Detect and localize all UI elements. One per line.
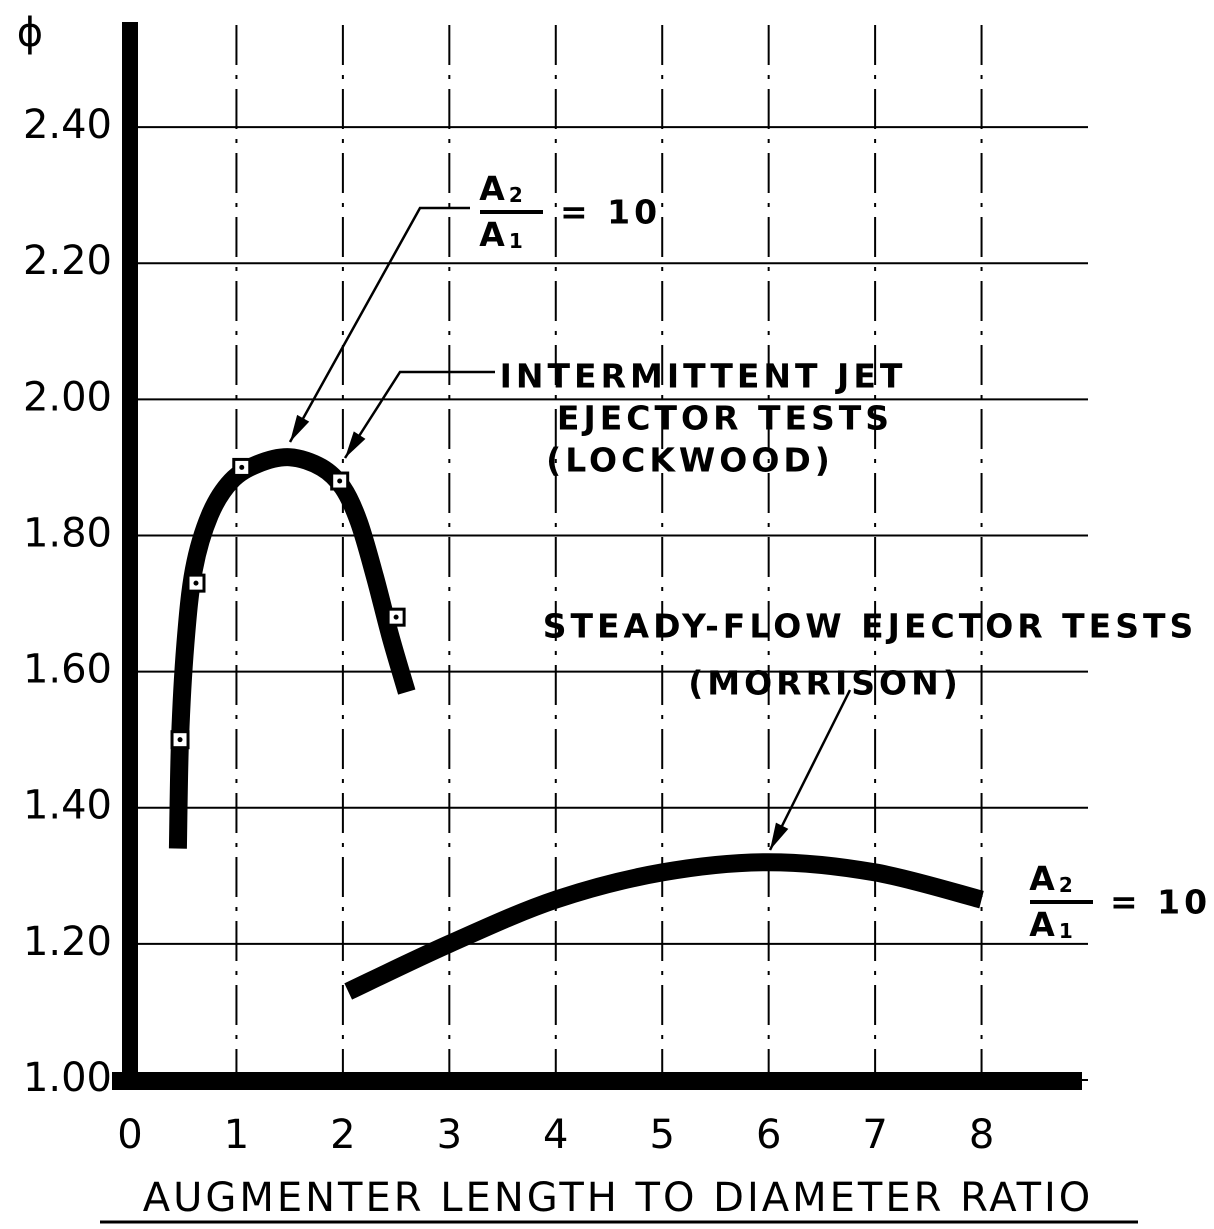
ratio-numerator: A2 — [479, 169, 526, 208]
ratio-symbol: A — [479, 215, 509, 254]
arrowhead — [290, 414, 310, 442]
ratio-subscript: 2 — [509, 183, 527, 207]
x-tick-label: 0 — [117, 1112, 142, 1158]
x-tick-label: 3 — [437, 1112, 462, 1158]
ratio-symbol: A — [479, 169, 509, 208]
ratio-subscript: 1 — [1059, 919, 1077, 943]
arrowhead — [345, 431, 366, 458]
y-tick-label: 2.40 — [23, 102, 112, 148]
x-tick-label: 1 — [224, 1112, 249, 1158]
curve — [344, 853, 984, 1000]
leader-line — [768, 689, 852, 851]
y-tick-label: 2.20 — [23, 238, 112, 284]
ratio-denominator: A1 — [479, 215, 526, 254]
annotation: (LOCKWOOD) — [546, 441, 834, 480]
x-tick-label: 2 — [330, 1112, 355, 1158]
ratio-numerator: A2 — [1029, 859, 1076, 898]
annotation: (MORRISON) — [688, 664, 962, 703]
ratio-subscript: 2 — [1059, 873, 1077, 897]
y-axis-label: ϕ — [17, 10, 43, 56]
x-axis — [112, 1072, 1082, 1090]
annotation: EJECTOR TESTS — [557, 399, 893, 438]
test-point-dot — [239, 464, 245, 470]
leader-line — [288, 206, 470, 443]
y-tick-label: 1.40 — [23, 783, 112, 829]
x-tick-label: 5 — [649, 1112, 674, 1158]
x-tick-label: 7 — [862, 1112, 887, 1158]
test-point-dot — [337, 478, 343, 484]
y-tick-label: 1.60 — [23, 647, 112, 693]
ratio-symbol: A — [1029, 859, 1059, 898]
test-point-dot — [393, 614, 399, 620]
curve — [168, 448, 416, 849]
y-tick-label: 1.00 — [23, 1055, 112, 1101]
ratio-symbol: A — [1029, 905, 1059, 944]
y-axis — [122, 22, 138, 1088]
leader-line — [343, 370, 495, 459]
test-point-dot — [177, 737, 183, 743]
x-tick-label: 6 — [756, 1112, 781, 1158]
y-tick-label: 2.00 — [23, 374, 112, 420]
ratio-value: = 10 — [1110, 883, 1211, 922]
ratio-denominator: A1 — [1029, 905, 1076, 944]
test-point-dot — [193, 580, 199, 586]
y-tick-label: 1.80 — [23, 510, 112, 556]
annotation: INTERMITTENT JET — [500, 357, 907, 396]
annotation: STEADY-FLOW EJECTOR TESTS — [543, 607, 1198, 646]
ratio-value: = 10 — [560, 193, 661, 232]
arrowhead — [770, 822, 789, 850]
ratio-subscript: 1 — [509, 229, 527, 253]
x-axis-label: AUGMENTER LENGTH TO DIAMETER RATIO — [143, 1175, 1094, 1221]
x-tick-label: 8 — [969, 1112, 994, 1158]
x-tick-label: 4 — [543, 1112, 568, 1158]
y-tick-label: 1.20 — [23, 919, 112, 965]
